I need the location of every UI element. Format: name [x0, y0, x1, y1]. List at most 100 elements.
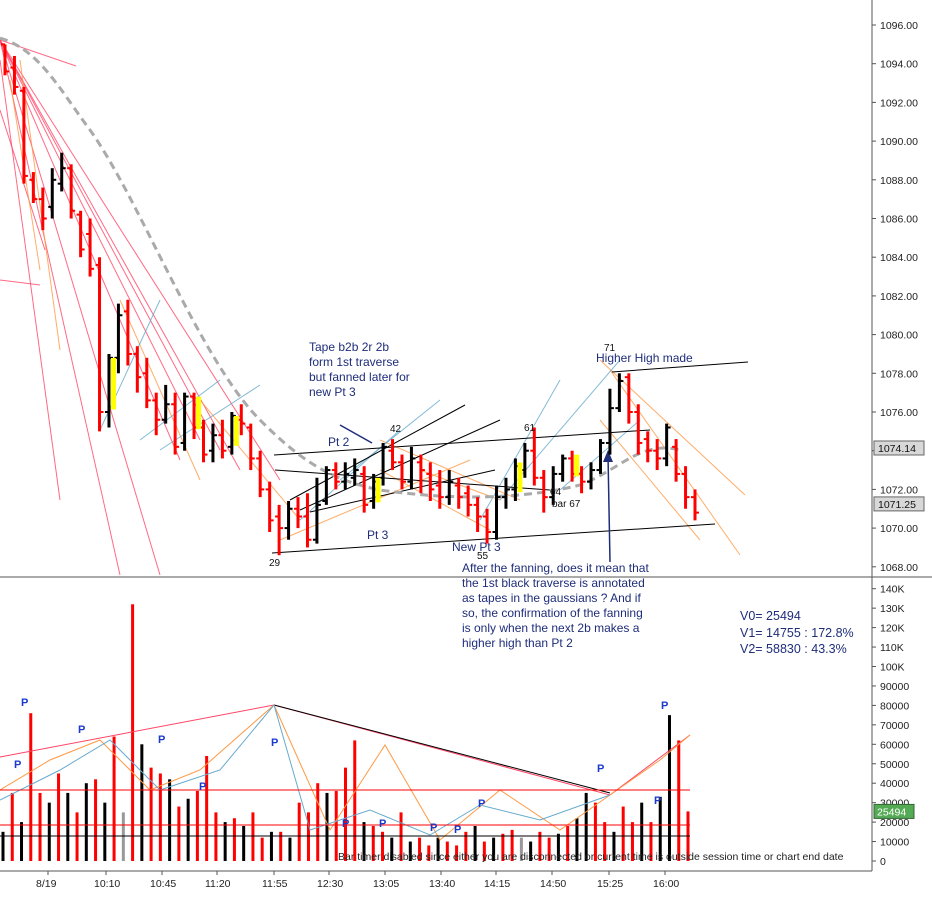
tape-line — [159, 384, 261, 451]
label-61: 61 — [524, 423, 536, 434]
volume-bar — [464, 831, 468, 861]
price-bar — [123, 299, 132, 366]
tape-line — [479, 379, 561, 521]
price-tick-label: 1084.00 — [880, 252, 918, 264]
price-bar — [596, 439, 605, 474]
price-bar — [483, 508, 492, 544]
price-bar — [341, 462, 350, 490]
volume-bar — [131, 604, 135, 861]
price-bar — [662, 423, 671, 467]
price-bar — [615, 373, 624, 412]
volume-bar — [566, 825, 570, 861]
traverse-line — [379, 469, 491, 531]
volume-bar — [158, 773, 162, 861]
volume-bar — [75, 812, 79, 861]
price-bar — [501, 477, 510, 509]
volume-bar — [66, 792, 70, 861]
volume-bar — [260, 837, 264, 861]
price-bar — [653, 439, 662, 471]
trend-line — [273, 429, 651, 456]
price-bar — [672, 439, 681, 482]
volume-p-marker: P — [379, 818, 386, 830]
volume-bar — [381, 831, 385, 861]
volume-bar — [168, 779, 172, 861]
label-29: 29 — [269, 558, 281, 569]
price-bar — [208, 423, 217, 463]
price-bar — [95, 257, 104, 432]
volume-bar — [455, 845, 459, 861]
price-bar — [38, 187, 47, 231]
fan-line — [0, 279, 41, 286]
price-bar — [331, 462, 340, 490]
price-bar — [426, 462, 435, 502]
volume-bar — [547, 837, 551, 861]
volume-bar — [29, 713, 33, 861]
fan-line — [0, 39, 121, 576]
label-64: 64 — [550, 487, 562, 498]
price-bar — [435, 470, 444, 509]
price-marker-box — [873, 496, 925, 512]
volume-bar — [1, 831, 5, 861]
highlight-box — [233, 416, 239, 446]
time-tick-label: 10:45 — [150, 878, 176, 890]
volume-bar — [140, 744, 144, 861]
price-bar — [303, 493, 312, 548]
label-71: 71 — [604, 343, 616, 354]
volume-bar — [94, 779, 98, 861]
volume-tick-label: 140K — [880, 584, 905, 596]
price-bar — [48, 168, 57, 219]
price-tick-label: 1094.00 — [880, 59, 918, 71]
price-bar — [549, 466, 558, 505]
price-bar — [57, 152, 66, 192]
trend-line — [309, 469, 496, 513]
volume-bar — [584, 792, 588, 861]
volume-p-marker: P — [597, 763, 604, 775]
volume-bar — [195, 790, 199, 861]
price-bar — [624, 373, 633, 424]
price-tick-label: 1092.00 — [880, 97, 918, 109]
volume-tick-label: 80000 — [880, 700, 909, 712]
label-55: 55 — [477, 551, 489, 562]
volume-tick-label: 20000 — [880, 817, 909, 829]
volume-bar — [242, 825, 246, 861]
volume-bar — [334, 790, 338, 861]
tape-line — [139, 379, 221, 441]
volume-bar — [20, 822, 24, 861]
volume-bar — [103, 802, 107, 861]
price-bar — [10, 55, 19, 95]
volume-bar — [529, 841, 533, 861]
volume-bar — [57, 773, 61, 861]
price-bar — [152, 392, 161, 436]
price-bar — [1, 43, 9, 76]
volume-bar — [205, 755, 209, 861]
price-bar — [180, 392, 189, 451]
volume-bar — [436, 837, 440, 861]
volume-bar — [510, 829, 514, 861]
price-tick-label: 1082.00 — [880, 291, 918, 303]
pointer-arrow — [607, 454, 611, 563]
volume-tick-label: 110K — [880, 642, 904, 654]
volume-bar — [640, 802, 644, 861]
price-bar — [265, 481, 274, 532]
volume-trend-line — [273, 704, 611, 794]
price-bar — [454, 477, 463, 509]
volume-p-marker: P — [478, 798, 485, 810]
price-bar — [379, 442, 388, 486]
volume-p-marker: P — [271, 737, 278, 749]
pointer-arrow — [339, 424, 373, 444]
volume-bar — [344, 767, 347, 861]
volume-bar — [575, 818, 579, 861]
volume-tick-label: 50000 — [880, 759, 909, 771]
volume-bar — [418, 837, 422, 861]
volume-bar — [649, 822, 653, 861]
price-marker-box — [873, 440, 925, 456]
volume-bar — [538, 831, 542, 861]
volume-bar — [10, 792, 14, 861]
price-tick-label: 1088.00 — [880, 175, 918, 187]
price-bar — [407, 446, 416, 490]
price-bar — [284, 501, 293, 540]
volume-bar — [621, 806, 625, 861]
price-bar — [530, 427, 539, 486]
volume-tick-label: 70000 — [880, 720, 909, 732]
highlight-box — [517, 462, 523, 493]
